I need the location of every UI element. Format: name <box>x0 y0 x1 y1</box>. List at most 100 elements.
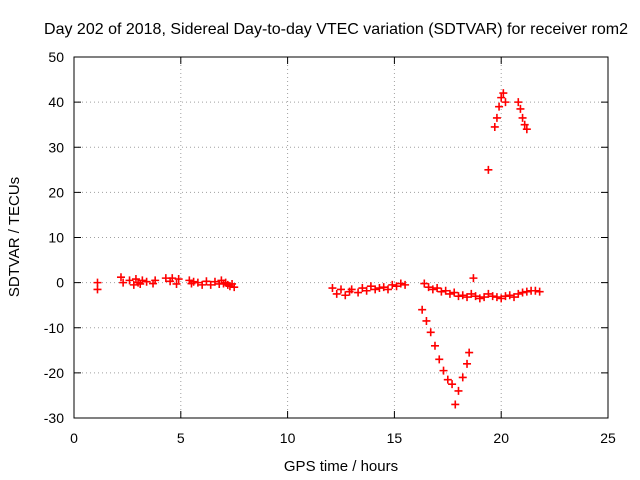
data-point <box>371 285 380 294</box>
data-point <box>475 294 484 303</box>
y-tick-label: 30 <box>48 139 64 155</box>
data-point <box>520 120 529 129</box>
data-point <box>332 289 341 298</box>
data-point <box>522 287 531 296</box>
axis-ticks <box>73 56 609 419</box>
x-axis-label: GPS time / hours <box>284 458 398 475</box>
data-point <box>492 293 501 302</box>
data-point <box>467 289 476 298</box>
data-point <box>465 348 474 357</box>
data-point <box>383 285 392 294</box>
data-point <box>501 292 510 301</box>
data-point <box>362 286 371 295</box>
data-point <box>426 328 435 337</box>
data-point <box>375 284 384 293</box>
data-point <box>516 104 525 113</box>
data-point <box>443 375 452 384</box>
data-point <box>420 279 429 288</box>
data-point <box>514 98 523 107</box>
data-point <box>337 285 345 294</box>
data-point <box>458 291 467 300</box>
data-point <box>518 288 527 297</box>
data-point <box>445 289 454 298</box>
data-point <box>437 287 446 296</box>
data-point <box>116 273 125 282</box>
chart-title: Day 202 of 2018, Sidereal Day-to-day VTE… <box>44 21 628 38</box>
data-point <box>366 282 375 291</box>
data-point <box>422 316 431 325</box>
data-point <box>172 279 181 288</box>
data-point <box>388 280 397 289</box>
data-point <box>433 284 442 293</box>
data-point <box>484 289 493 298</box>
data-point <box>430 341 439 350</box>
data-point <box>439 366 448 375</box>
data-point <box>93 285 102 294</box>
data-point <box>454 386 463 395</box>
data-point <box>341 291 350 300</box>
data-point <box>396 279 405 288</box>
data-point <box>354 288 363 297</box>
data-point <box>497 93 506 102</box>
data-point <box>441 286 450 295</box>
data-point <box>451 400 460 409</box>
data-point <box>471 292 480 301</box>
data-point <box>168 274 177 283</box>
data-point <box>435 355 444 364</box>
y-tick-label: -20 <box>44 365 64 381</box>
data-point <box>428 285 437 294</box>
data-point <box>490 122 499 131</box>
x-tick-label: 5 <box>177 430 185 446</box>
data-point <box>151 276 160 285</box>
data-point <box>518 113 527 122</box>
y-tick-label: 10 <box>48 230 64 246</box>
data-point <box>142 277 151 286</box>
data-point <box>93 278 102 287</box>
data-point <box>392 282 401 291</box>
data-point <box>505 291 514 300</box>
data-point <box>488 292 497 301</box>
data-point <box>129 280 138 289</box>
data-point <box>497 294 506 303</box>
data-point <box>358 284 367 293</box>
x-tick-label: 15 <box>387 430 403 446</box>
y-tick-labels: -30 -20 -10 0 10 20 30 40 50 <box>44 49 64 426</box>
y-axis-label: SDTVAR / TECUs <box>6 177 23 297</box>
data-point <box>206 280 215 289</box>
data-point <box>484 165 493 174</box>
data-point <box>535 287 544 296</box>
data-point <box>328 284 337 293</box>
data-point <box>347 285 356 294</box>
data-point <box>454 292 463 301</box>
data-point <box>514 289 523 298</box>
data-point <box>174 275 183 284</box>
data-point <box>469 274 478 283</box>
data-point <box>501 98 510 107</box>
data-point <box>531 286 540 295</box>
data-point <box>450 288 459 297</box>
y-tick-label: -30 <box>44 410 64 426</box>
data-point <box>463 293 472 302</box>
y-tick-label: -10 <box>44 320 64 336</box>
data-point <box>448 380 457 389</box>
data-point <box>230 283 239 292</box>
data-point <box>499 89 508 98</box>
data-point <box>458 373 467 382</box>
data-point <box>202 277 211 286</box>
y-tick-label: 0 <box>56 275 64 291</box>
data-point <box>492 113 501 122</box>
data-point <box>198 280 207 289</box>
data-point <box>379 283 388 292</box>
x-tick-labels: 0 5 10 15 20 25 <box>70 430 616 446</box>
data-point <box>193 278 202 287</box>
data-point <box>210 277 219 286</box>
y-tick-label: 20 <box>48 184 64 200</box>
data-point <box>495 102 504 111</box>
data-point <box>138 276 147 285</box>
data-point <box>119 278 128 287</box>
data-point <box>125 276 134 285</box>
data-point <box>480 293 489 302</box>
x-tick-label: 10 <box>280 430 296 446</box>
data-point <box>463 359 472 368</box>
